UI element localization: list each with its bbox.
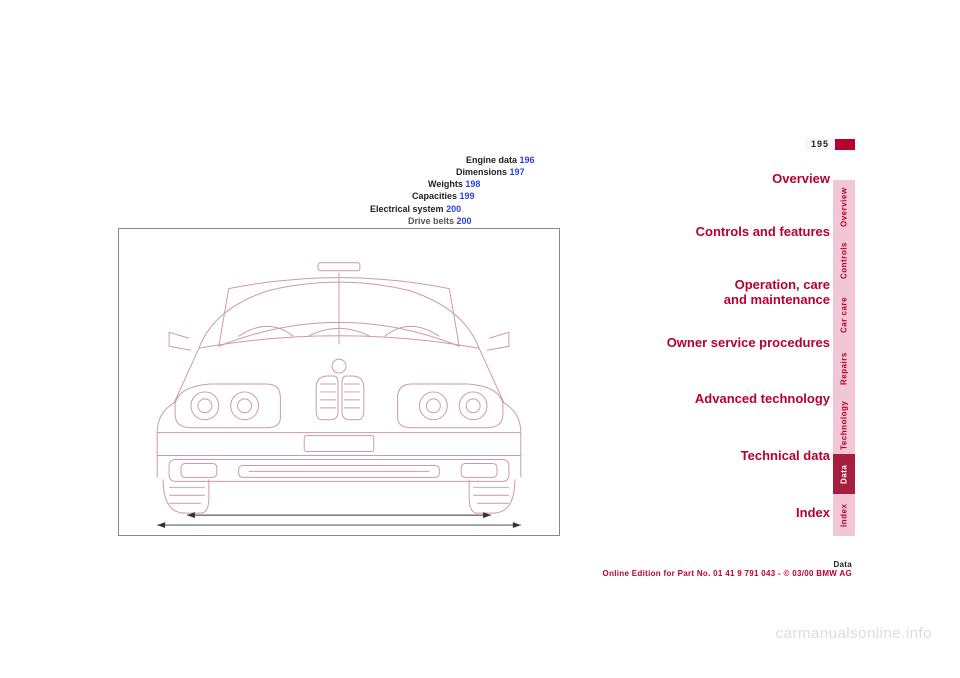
side-tab-controls[interactable]: Controls <box>833 234 855 288</box>
toc-label: Electrical system <box>370 204 444 214</box>
nav-heading: Controls and features <box>610 225 830 240</box>
page-number: 195 <box>805 138 835 150</box>
nav-heading: Index <box>610 506 830 521</box>
footer-section-label: Data <box>603 560 852 569</box>
toc-row[interactable]: Engine data 196 <box>466 154 535 166</box>
side-tab-overview[interactable]: Overview <box>833 180 855 234</box>
nav-advanced-tech[interactable]: Advanced technology <box>610 392 830 407</box>
nav-heading: Technical data <box>610 449 830 464</box>
nav-heading: Operation, care <box>610 278 830 293</box>
side-tab-label: Data <box>840 464 849 483</box>
toc-label: Dimensions <box>456 167 507 177</box>
side-tab-technology[interactable]: Technology <box>833 396 855 454</box>
page-root: 195 Engine data 196 Dimensions 197 Weigh… <box>0 0 960 678</box>
footer: Data Online Edition for Part No. 01 41 9… <box>603 560 852 578</box>
page-number-box: 195 <box>805 138 855 150</box>
side-tab-label: Technology <box>840 400 849 449</box>
toc-links: Engine data 196 Dimensions 197 Weights 1… <box>370 154 535 227</box>
toc-page: 200 <box>446 204 461 214</box>
nav-owner-service[interactable]: Owner service procedures <box>610 336 830 351</box>
side-tab-label: Repairs <box>840 353 849 386</box>
side-tabs: Overview Controls Car care Repairs Techn… <box>833 180 855 536</box>
toc-label: Capacities <box>412 191 457 201</box>
side-tab-car-care[interactable]: Car care <box>833 288 855 342</box>
toc-page: 196 <box>520 155 535 165</box>
toc-page: 197 <box>510 167 525 177</box>
side-tab-repairs[interactable]: Repairs <box>833 342 855 396</box>
toc-page: 199 <box>460 191 475 201</box>
toc-page: 198 <box>465 179 480 189</box>
toc-page: 200 <box>457 216 472 226</box>
toc-row[interactable]: Electrical system 200 <box>370 203 535 215</box>
nav-index[interactable]: Index <box>610 506 830 521</box>
side-tab-index[interactable]: Index <box>833 494 855 536</box>
side-tab-label: Controls <box>840 243 849 280</box>
side-tab-label: Car care <box>840 297 849 333</box>
toc-row[interactable]: Weights 198 <box>428 178 535 190</box>
toc-row[interactable]: Capacities 199 <box>412 190 535 202</box>
nav-heading: Advanced technology <box>610 392 830 407</box>
nav-heading: and maintenance <box>610 293 830 308</box>
footer-edition-line: Online Edition for Part No. 01 41 9 791 … <box>603 569 852 578</box>
nav-heading: Overview <box>610 172 830 187</box>
nav-operation[interactable]: Operation, care and maintenance <box>610 278 830 308</box>
watermark: carmanualsonline.info <box>776 625 932 642</box>
car-front-svg <box>119 229 559 535</box>
toc-label: Weights <box>428 179 463 189</box>
car-front-drawing <box>118 228 560 536</box>
nav-overview[interactable]: Overview <box>610 172 830 187</box>
toc-label: Engine data <box>466 155 517 165</box>
page-number-accent-bar <box>835 139 855 150</box>
side-tab-data[interactable]: Data <box>833 454 855 494</box>
toc-row[interactable]: Dimensions 197 <box>456 166 535 178</box>
toc-label: Drive belts <box>408 216 454 226</box>
side-tab-label: Index <box>840 503 849 526</box>
nav-technical-data[interactable]: Technical data <box>610 449 830 464</box>
toc-row[interactable]: Drive belts 200 <box>408 215 535 227</box>
nav-heading: Owner service procedures <box>610 336 830 351</box>
nav-controls[interactable]: Controls and features <box>610 225 830 240</box>
side-tab-label: Overview <box>840 187 849 227</box>
